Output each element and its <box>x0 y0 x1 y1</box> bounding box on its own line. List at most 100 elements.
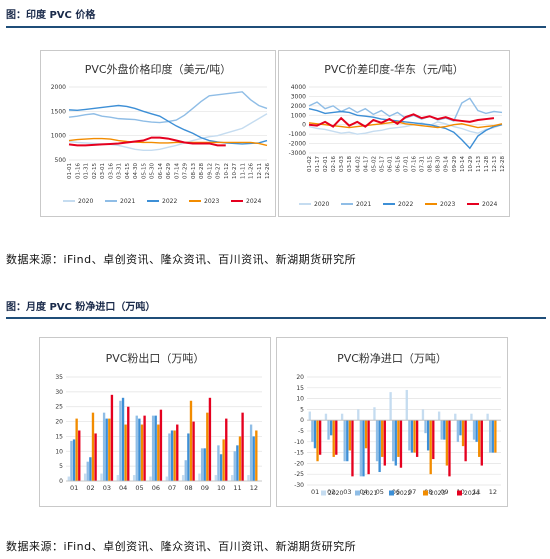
figure1-header: 图：印度 PVC 价格 <box>6 10 96 21</box>
bar-2023 <box>124 424 127 481</box>
y-tick-label: 0 <box>59 478 63 485</box>
y-tick-label: 10 <box>55 448 63 455</box>
legend-swatch-2024 <box>457 490 462 496</box>
y-tick-label: 30 <box>55 389 63 396</box>
x-tick-label: 03-01 <box>100 163 106 179</box>
bar-2021 <box>233 451 236 481</box>
x-tick-label: 07 <box>168 484 176 492</box>
bar-2021 <box>311 420 314 442</box>
bar-2020 <box>373 407 376 421</box>
bar-2023 <box>238 436 242 481</box>
y-tick-label: 2000 <box>291 103 306 110</box>
y-tick-label: -15 <box>294 450 304 457</box>
price-spread-chart-title: PVC价差印度-华东（元/吨） <box>324 63 464 76</box>
bar-2024 <box>94 433 97 481</box>
bar-2022 <box>329 420 333 436</box>
y-tick-label: 35 <box>55 374 63 381</box>
india-price-chart-frame: PVC外盘价格印度（美元/吨） 500 1000 1500 2000 01-01 01-1… <box>40 50 276 217</box>
bar-2021 <box>217 445 220 481</box>
x-tick-label: 07-14 <box>174 163 180 179</box>
bar-2021 <box>375 420 379 462</box>
x-tick-label: 04-02 <box>355 156 361 172</box>
bar-2021 <box>135 415 138 481</box>
bar-2022 <box>394 420 397 466</box>
y-tick-label: 1500 <box>51 108 66 115</box>
y-tick-label: -30 <box>294 482 304 489</box>
x-tick-label: 03-16 <box>108 163 114 179</box>
x-tick-label: 11 <box>473 488 481 496</box>
x-tick-label: 02-15 <box>92 163 98 179</box>
x-tick-label: 10-27 <box>232 163 238 179</box>
bar-2023 <box>381 420 384 457</box>
legend-label: 2021 <box>120 198 135 205</box>
bar-2024 <box>480 420 483 466</box>
x-tick-label: 12-28 <box>500 156 506 172</box>
bar-2024 <box>367 420 370 475</box>
legend-label: 2020 <box>328 490 343 497</box>
bar-2020 <box>83 473 87 481</box>
bar-2020 <box>421 409 425 421</box>
bar-2022 <box>443 420 446 440</box>
india-price-line-chart: 500 1000 1500 2000 01-01 01-16 01-31 02-15 03-01… <box>51 84 271 205</box>
legend-label: 2023 <box>440 201 455 208</box>
x-tick-label: 06 <box>152 484 160 492</box>
x-tick-label: 02-01 <box>323 156 329 172</box>
bar-2022 <box>219 454 223 481</box>
bar-2020 <box>198 473 201 481</box>
bar-2022 <box>491 420 494 453</box>
bar-2024 <box>399 420 403 468</box>
series-line-2022 <box>68 104 268 145</box>
x-tick-label: 12 <box>489 488 497 496</box>
price-spread-line-chart: -3000 -2000 -1000 0 1000 2000 3000 4000 01-02 01-… <box>289 84 506 208</box>
bar-2024 <box>127 406 130 481</box>
x-tick-label: 09-14 <box>444 156 450 172</box>
bar-2022 <box>170 430 174 481</box>
bar-2021 <box>327 420 330 440</box>
x-tick-label: 02 <box>86 484 94 492</box>
bar-2022 <box>410 420 414 453</box>
legend-swatch-2023 <box>423 490 428 496</box>
x-tick-label: 09 <box>440 488 448 496</box>
series-line-2024 <box>308 113 495 128</box>
bar-2022 <box>187 433 190 481</box>
bar-2020 <box>486 413 489 421</box>
bar-2020 <box>165 476 168 481</box>
x-tick-label: 01-31 <box>84 163 90 179</box>
y-tick-label: 5 <box>59 463 63 470</box>
bar-2023 <box>173 430 176 481</box>
price-spread-chart-frame: PVC价差印度-华东（元/吨） -3000 -2000 -1000 0 1000 2000… <box>278 50 510 217</box>
x-tick-label: 12-13 <box>492 156 498 172</box>
x-tick-label: 09-12 <box>207 163 213 179</box>
bar-2022 <box>459 420 462 436</box>
x-tick-label: 04-30 <box>133 163 139 179</box>
y-tick-label: 3000 <box>291 93 306 100</box>
bar-2024 <box>241 412 244 481</box>
source-note-bottom: 数据来源：iFind、卓创资讯、隆众资讯、百川资讯、新湖期货研究所 <box>6 540 357 553</box>
bar-2020 <box>405 389 408 421</box>
series-line-2023 <box>308 121 503 129</box>
x-tick-label: 10-29 <box>468 156 474 172</box>
legend-label: 2024 <box>246 198 261 205</box>
bar-2020 <box>132 475 136 481</box>
bar-2020 <box>340 413 344 421</box>
y-tick-label: 1000 <box>291 112 306 119</box>
x-tick-label: 12-26 <box>265 163 271 179</box>
bar-2020 <box>230 475 234 481</box>
bar-2020 <box>454 413 457 421</box>
bar-2024 <box>415 420 419 457</box>
bar-2024 <box>432 420 435 460</box>
x-tick-label: 01 <box>70 484 78 492</box>
legend-swatch-2020 <box>321 490 326 496</box>
bar-2023 <box>222 439 225 481</box>
bar-2023 <box>316 420 319 462</box>
y-tick-label: -5 <box>298 428 304 435</box>
bar-2024 <box>78 430 81 481</box>
bar-2020 <box>247 475 250 481</box>
legend-label: 2020 <box>78 198 93 205</box>
bar-2022 <box>313 420 317 449</box>
x-tick-label: 08 <box>424 488 432 496</box>
x-tick-label: 07-31 <box>420 156 426 172</box>
y-tick-label: -2000 <box>289 141 307 148</box>
legend-label: 2022 <box>398 201 413 208</box>
